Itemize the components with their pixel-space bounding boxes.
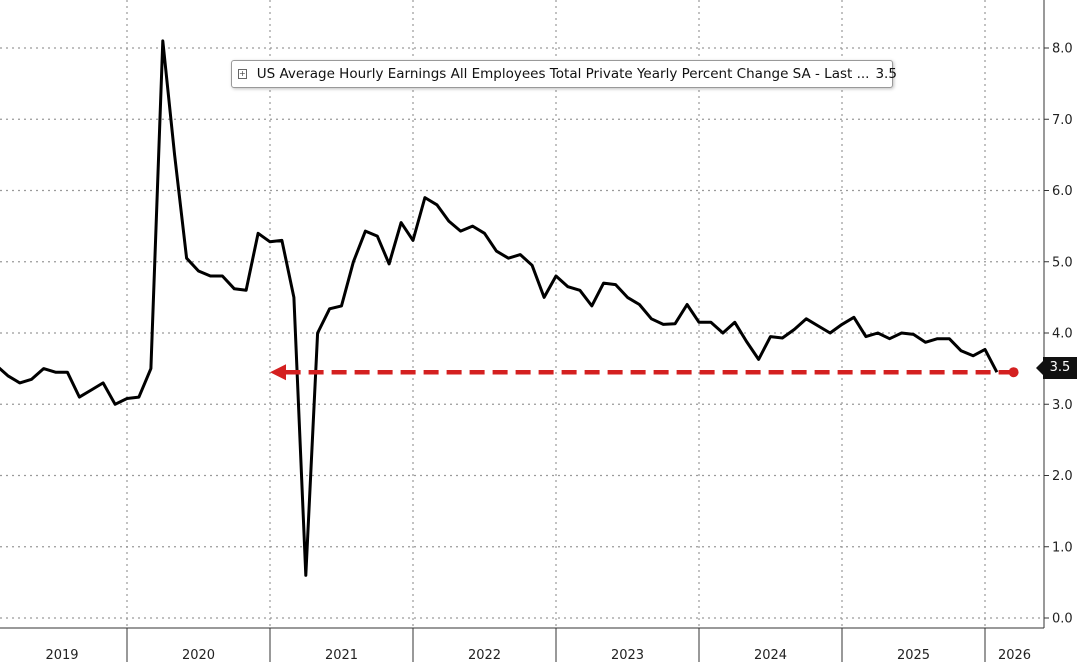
y-tick-label: 8.0 bbox=[1052, 42, 1073, 57]
legend-label: US Average Hourly Earnings All Employees… bbox=[256, 66, 870, 82]
y-tick-label: 5.0 bbox=[1052, 255, 1073, 270]
x-tick-label: 2020 bbox=[182, 648, 215, 662]
last-value-badge: 3.5 bbox=[1036, 357, 1077, 379]
series-line bbox=[0, 39, 999, 577]
legend: + US Average Hourly Earnings All Employe… bbox=[231, 60, 897, 88]
legend-last-value: 3.5 bbox=[875, 66, 897, 82]
y-tick-label: 7.0 bbox=[1052, 113, 1073, 128]
x-tick-label: 2025 bbox=[897, 648, 930, 662]
x-tick-label: 2022 bbox=[468, 648, 501, 662]
x-tick-labels: 2019 2020 2021 2022 2023 2024 2025 2026 bbox=[45, 628, 1031, 662]
y-tick-label: 1.0 bbox=[1052, 540, 1073, 555]
y-tick-labels: 0.0 1.0 2.0 3.0 4.0 5.0 6.0 7.0 8.0 bbox=[1044, 42, 1073, 627]
y-tick-label: 4.0 bbox=[1052, 327, 1073, 342]
series bbox=[0, 39, 999, 577]
annotation-end-dot bbox=[1008, 367, 1019, 378]
y-tick-label: 3.0 bbox=[1052, 398, 1073, 413]
annotation-arrowhead bbox=[270, 364, 286, 381]
axes bbox=[0, 0, 1045, 629]
x-tick-label: 2021 bbox=[325, 648, 358, 662]
y-tick-label: 2.0 bbox=[1052, 469, 1073, 484]
x-tick-label: 2024 bbox=[754, 648, 787, 662]
y-tick-label: 0.0 bbox=[1052, 612, 1073, 627]
annotation bbox=[270, 364, 1019, 381]
x-tick-label: 2023 bbox=[611, 648, 644, 662]
legend-expand-icon[interactable]: + bbox=[238, 69, 247, 79]
x-tick-label: 2026 bbox=[998, 648, 1031, 662]
x-tick-label: 2019 bbox=[45, 648, 78, 662]
gridlines bbox=[0, 0, 1044, 628]
y-tick-label: 6.0 bbox=[1052, 184, 1073, 199]
